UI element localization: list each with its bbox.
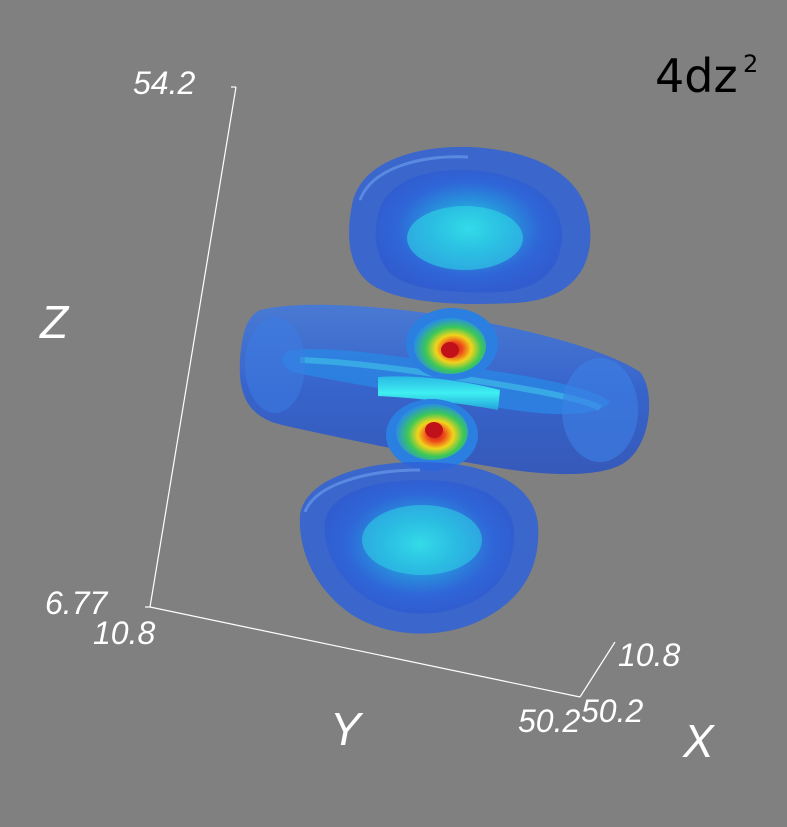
bottom-lobe (299, 462, 539, 634)
z-axis-title: Z (39, 296, 70, 348)
orbital-isosurface (239, 146, 650, 634)
axes-frame (145, 86, 616, 698)
y-max-label: 50.2 (518, 703, 580, 739)
z-min-label: 6.77 (45, 585, 108, 621)
orbital-label-main: 4dz (655, 49, 738, 103)
equatorial-ring (239, 304, 650, 475)
z-max-label: 54.2 (133, 65, 195, 101)
z-axis-line (149, 86, 237, 608)
y-axis-line (149, 606, 581, 698)
lower-core (386, 399, 478, 471)
axis-labels: 54.2 Z 6.77 10.8 Y 50.2 10.8 50.2 X (39, 65, 716, 767)
y-min-label: 10.8 (93, 615, 155, 651)
x-axis-line (579, 641, 616, 698)
orbital-label: 4dz 2 (655, 49, 758, 103)
y-axis-title: Y (330, 703, 364, 755)
x-axis-title: X (682, 715, 716, 767)
orbital-label-superscript: 2 (743, 50, 758, 78)
top-lobe (349, 146, 591, 305)
upper-core (406, 308, 498, 380)
x-max-label: 50.2 (581, 693, 643, 729)
x-min-label: 10.8 (618, 637, 680, 673)
